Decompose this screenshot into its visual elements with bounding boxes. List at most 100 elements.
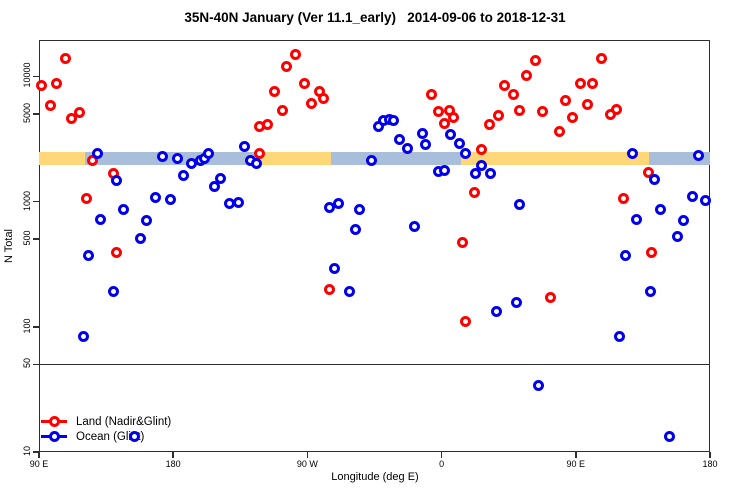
- reference-line: [39, 364, 710, 366]
- data-point-ocean: [470, 167, 482, 179]
- data-point-land: [586, 77, 598, 89]
- data-point-ocean: [485, 167, 497, 179]
- data-point-ocean: [157, 150, 169, 162]
- qc-band-segment: [259, 152, 332, 166]
- legend-circle-icon: [48, 416, 60, 427]
- data-point-ocean: [209, 180, 221, 192]
- qc-band-segment: [39, 152, 86, 166]
- data-point-ocean: [111, 174, 123, 186]
- data-point-ocean: [178, 169, 190, 181]
- data-point-ocean: [394, 133, 406, 145]
- data-point-land: [36, 79, 48, 91]
- data-point-ocean: [409, 221, 421, 233]
- data-point-land: [276, 105, 288, 117]
- chart-title: 35N-40N January (Ver 11.1_early) 2014-09…: [184, 10, 566, 25]
- data-point-ocean: [649, 173, 661, 185]
- data-point-ocean: [233, 196, 245, 208]
- data-point-ocean: [128, 431, 140, 443]
- x-tick-label: 180: [165, 459, 181, 469]
- data-point-land: [553, 125, 565, 137]
- data-point-ocean: [349, 223, 361, 235]
- data-point-ocean: [149, 191, 161, 203]
- data-point-land: [73, 107, 85, 119]
- y-tick-label: 100: [22, 318, 32, 334]
- data-point-ocean: [134, 232, 146, 244]
- data-point-ocean: [203, 148, 215, 160]
- data-point-land: [306, 97, 318, 109]
- data-point-ocean: [510, 297, 522, 309]
- data-point-land: [66, 113, 78, 125]
- data-point-land: [289, 48, 301, 60]
- data-point-land: [111, 247, 123, 259]
- data-point-ocean: [445, 128, 457, 140]
- data-point-land: [459, 316, 471, 328]
- x-tick: [172, 452, 174, 458]
- qc-band-segment: [460, 152, 649, 166]
- data-point-ocean: [401, 142, 413, 154]
- x-tick: [575, 452, 577, 458]
- data-point-land: [254, 147, 266, 159]
- legend-circle-icon: [48, 431, 60, 442]
- data-point-ocean: [686, 190, 698, 202]
- data-point-ocean: [631, 213, 643, 225]
- data-point-land: [269, 85, 281, 97]
- data-point-land: [425, 88, 437, 100]
- data-point-ocean: [82, 250, 94, 262]
- data-point-ocean: [626, 148, 638, 160]
- data-point-ocean: [388, 115, 400, 127]
- legend-entry: Ocean (Glint): [41, 429, 171, 444]
- data-point-ocean: [513, 198, 525, 210]
- data-point-land: [544, 292, 556, 304]
- data-point-ocean: [94, 213, 106, 225]
- data-point-ocean: [677, 215, 689, 227]
- data-point-ocean: [140, 215, 152, 227]
- data-point-ocean: [164, 193, 176, 205]
- data-point-land: [498, 79, 510, 91]
- data-point-land: [595, 52, 607, 64]
- data-point-land: [476, 143, 488, 155]
- data-point-land: [646, 247, 658, 259]
- data-point-ocean: [366, 154, 378, 166]
- data-point-ocean: [533, 379, 545, 391]
- data-point-land: [439, 117, 451, 129]
- legend: Land (Nadir&Glint) Ocean (Glint): [41, 414, 171, 444]
- data-point-land: [261, 118, 273, 130]
- data-point-ocean: [324, 202, 336, 214]
- legend-symbol: [41, 416, 67, 427]
- data-point-land: [492, 109, 504, 121]
- data-point-ocean: [692, 149, 704, 161]
- legend-entry: Land (Nadir&Glint): [41, 414, 171, 429]
- data-point-land: [433, 106, 445, 118]
- data-point-ocean: [439, 164, 451, 176]
- data-point-land: [318, 92, 330, 104]
- data-point-ocean: [671, 230, 683, 242]
- data-point-ocean: [328, 263, 340, 275]
- data-point-land: [448, 112, 460, 124]
- data-point-ocean: [491, 305, 503, 317]
- data-point-ocean: [644, 286, 656, 298]
- data-point-land: [51, 77, 63, 89]
- data-point-ocean: [453, 137, 465, 149]
- x-tick: [306, 452, 309, 458]
- data-point-land: [324, 283, 336, 295]
- y-tick: [33, 200, 39, 203]
- y-tick-label: 10: [22, 446, 32, 457]
- y-tick: [33, 238, 39, 240]
- x-tick-label: 90 W: [296, 459, 318, 469]
- data-point-ocean: [343, 286, 355, 298]
- data-point-land: [60, 52, 72, 64]
- y-tick: [33, 326, 39, 328]
- data-point-land: [604, 108, 616, 120]
- x-axis-title: Longitude (deg E): [331, 471, 419, 483]
- data-point-ocean: [108, 286, 120, 298]
- data-point-ocean: [333, 197, 345, 209]
- data-point-land: [559, 94, 571, 106]
- data-point-land: [298, 77, 310, 89]
- data-point-ocean: [239, 140, 251, 152]
- y-tick-label: 10000: [22, 62, 32, 88]
- x-tick-label: 90 E: [29, 459, 49, 469]
- legend-label: Land (Nadir&Glint): [76, 415, 172, 428]
- data-point-ocean: [91, 148, 103, 160]
- data-point-ocean: [118, 203, 130, 215]
